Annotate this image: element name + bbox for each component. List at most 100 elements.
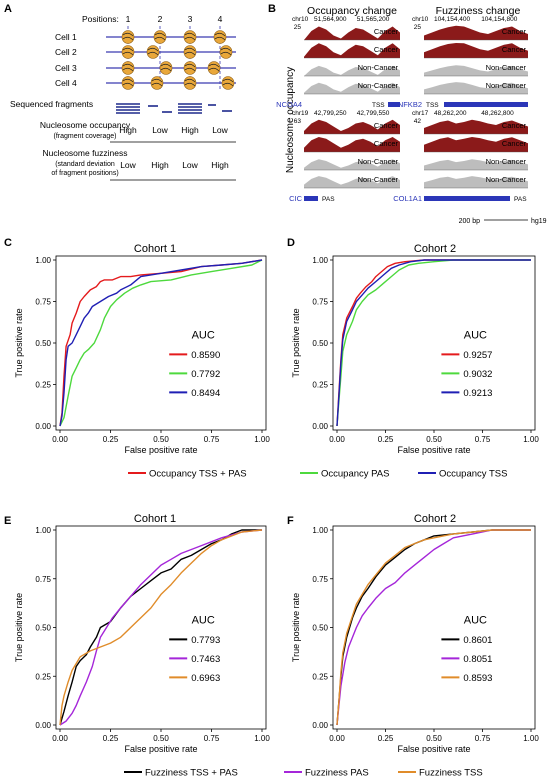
roc-curve-1 — [59, 259, 263, 427]
auc-title: AUC — [192, 329, 215, 341]
track-coord-start: 104,154,400 — [434, 16, 471, 23]
chart-title: Cohort 2 — [414, 513, 456, 525]
roc-curve-1 — [336, 529, 531, 726]
y-tick-label: 1.00 — [35, 256, 51, 265]
roc-curve-2 — [336, 259, 531, 427]
roc-curve-2 — [336, 529, 531, 726]
track-chr-label: chr10 — [412, 16, 429, 23]
fuzziness-sublabel-2: of fragment positions) — [51, 170, 118, 177]
auc-value: 0.8494 — [191, 388, 220, 399]
y-tick-label: 0.00 — [35, 422, 51, 431]
position-3-label: 3 — [188, 14, 193, 24]
roc-curve-3 — [59, 259, 263, 427]
dna-wrap-icon — [184, 63, 196, 72]
occupancy-sublabel: (fragment coverage) — [53, 133, 116, 140]
noncancer-coverage-profile — [424, 65, 528, 76]
cancer-coverage-profile — [304, 119, 400, 134]
plot-frame — [55, 255, 267, 431]
pas-label: PAS — [322, 196, 335, 203]
roc-curve-2 — [59, 529, 263, 726]
track-sample-label: Non-Cancer — [358, 175, 399, 184]
x-tick-label: 0.75 — [475, 734, 491, 743]
y-axis-label: True positive rate — [14, 308, 24, 377]
track-chr-label: chr17 — [412, 110, 429, 117]
auc-value: 0.7792 — [191, 369, 220, 380]
y-axis-label: True positive rate — [291, 308, 301, 377]
x-tick-label: 1.00 — [523, 734, 539, 743]
nucleosome-group — [121, 30, 235, 90]
auc-value: 0.9213 — [463, 388, 492, 399]
track-sample-label: Non-Cancer — [358, 157, 399, 166]
plot-frame — [332, 525, 536, 730]
track-ymax-label: 63 — [294, 118, 302, 125]
track-sample-label: Non-Cancer — [358, 63, 399, 72]
roc-curve-3 — [336, 259, 531, 427]
occupancy-value-2: Low — [152, 125, 168, 135]
x-axis-label: False positive rate — [397, 445, 470, 455]
auc-value: 0.8590 — [191, 350, 220, 361]
noncancer-coverage-profile — [304, 176, 400, 188]
legend-label: Occupancy PAS — [321, 469, 389, 480]
dna-wrap-icon — [184, 47, 196, 56]
legend-label: Fuzziness TSS — [419, 768, 483, 778]
occupancy-change-title: Occupancy change — [307, 5, 397, 17]
x-tick-label: 0.25 — [103, 734, 119, 743]
y-tick-label: 0.75 — [35, 298, 51, 307]
x-tick-label: 0.50 — [153, 734, 169, 743]
x-tick-label: 0.75 — [204, 734, 220, 743]
dna-wrap-icon — [147, 47, 159, 56]
panel-letter-d: D — [287, 237, 295, 249]
track-sample-label: Cancer — [374, 121, 399, 130]
scale-bar-label: 200 bp — [459, 218, 481, 225]
auc-title: AUC — [464, 614, 487, 626]
dna-wrap-icon — [122, 47, 134, 56]
legend-label: Fuzziness TSS + PAS — [145, 768, 238, 778]
track-coord-start: 51,564,900 — [314, 16, 347, 23]
noncancer-coverage-profile — [304, 82, 400, 94]
panel-letter-e: E — [4, 515, 11, 527]
dna-wrap-icon — [184, 32, 196, 41]
track-coord-end: 51,565,200 — [357, 16, 390, 23]
cancer-coverage-profile — [424, 43, 528, 58]
x-tick-label: 0.00 — [52, 734, 68, 743]
x-tick-label: 0.25 — [103, 435, 119, 444]
genome-track-col1a1: chr17 48,262,200 48,262,800 42 Cancer Cancer N… — [393, 110, 528, 203]
chart-title: Cohort 2 — [414, 243, 456, 255]
fuzziness-sublabel-1: (standard deviation — [55, 161, 115, 168]
dna-wrap-icon — [222, 78, 234, 87]
cell-1-label: Cell 1 — [55, 32, 77, 42]
dna-wrap-icon — [154, 32, 166, 41]
track-sample-label: Non-Cancer — [486, 157, 527, 166]
gene-name-label: CIC — [289, 194, 303, 203]
cancer-coverage-profile — [424, 137, 528, 152]
auc-value: 0.9257 — [463, 350, 492, 361]
legend-label: Occupancy TSS — [439, 469, 507, 480]
gene-exon-bar — [424, 196, 510, 201]
y-tick-label: 1.00 — [35, 526, 51, 535]
auc-value: 0.9032 — [463, 369, 492, 380]
panel-letter-a: A — [4, 3, 12, 15]
y-tick-label: 0.25 — [35, 381, 51, 390]
cancer-coverage-profile — [304, 26, 400, 40]
position-4-label: 4 — [218, 14, 223, 24]
auc-value: 0.7463 — [191, 654, 220, 665]
dna-wrap-icon — [122, 32, 134, 41]
roc-panel-d: Cohort 2 0.000.00 0.25 0.25 0.50 0.50 0.75 0.75… — [291, 243, 539, 455]
noncancer-coverage-profile — [424, 159, 528, 170]
noncancer-coverage-profile — [304, 65, 400, 76]
pas-label: PAS — [514, 196, 527, 203]
dna-wrap-icon — [214, 32, 226, 41]
track-sample-label: Non-Cancer — [486, 81, 527, 90]
x-tick-label: 0.00 — [329, 435, 345, 444]
noncancer-coverage-profile — [424, 82, 528, 94]
track-sample-label: Non-Cancer — [358, 81, 399, 90]
occupancy-value-3: High — [181, 125, 199, 135]
x-tick-label: 1.00 — [523, 435, 539, 444]
genome-label: hg19 — [531, 218, 547, 225]
occupancy-value-1: High — [119, 125, 137, 135]
track-sample-label: Non-Cancer — [486, 63, 527, 72]
noncancer-coverage-profile — [424, 176, 528, 188]
dna-wrap-icon — [122, 63, 134, 72]
cancer-coverage-profile — [304, 43, 400, 58]
